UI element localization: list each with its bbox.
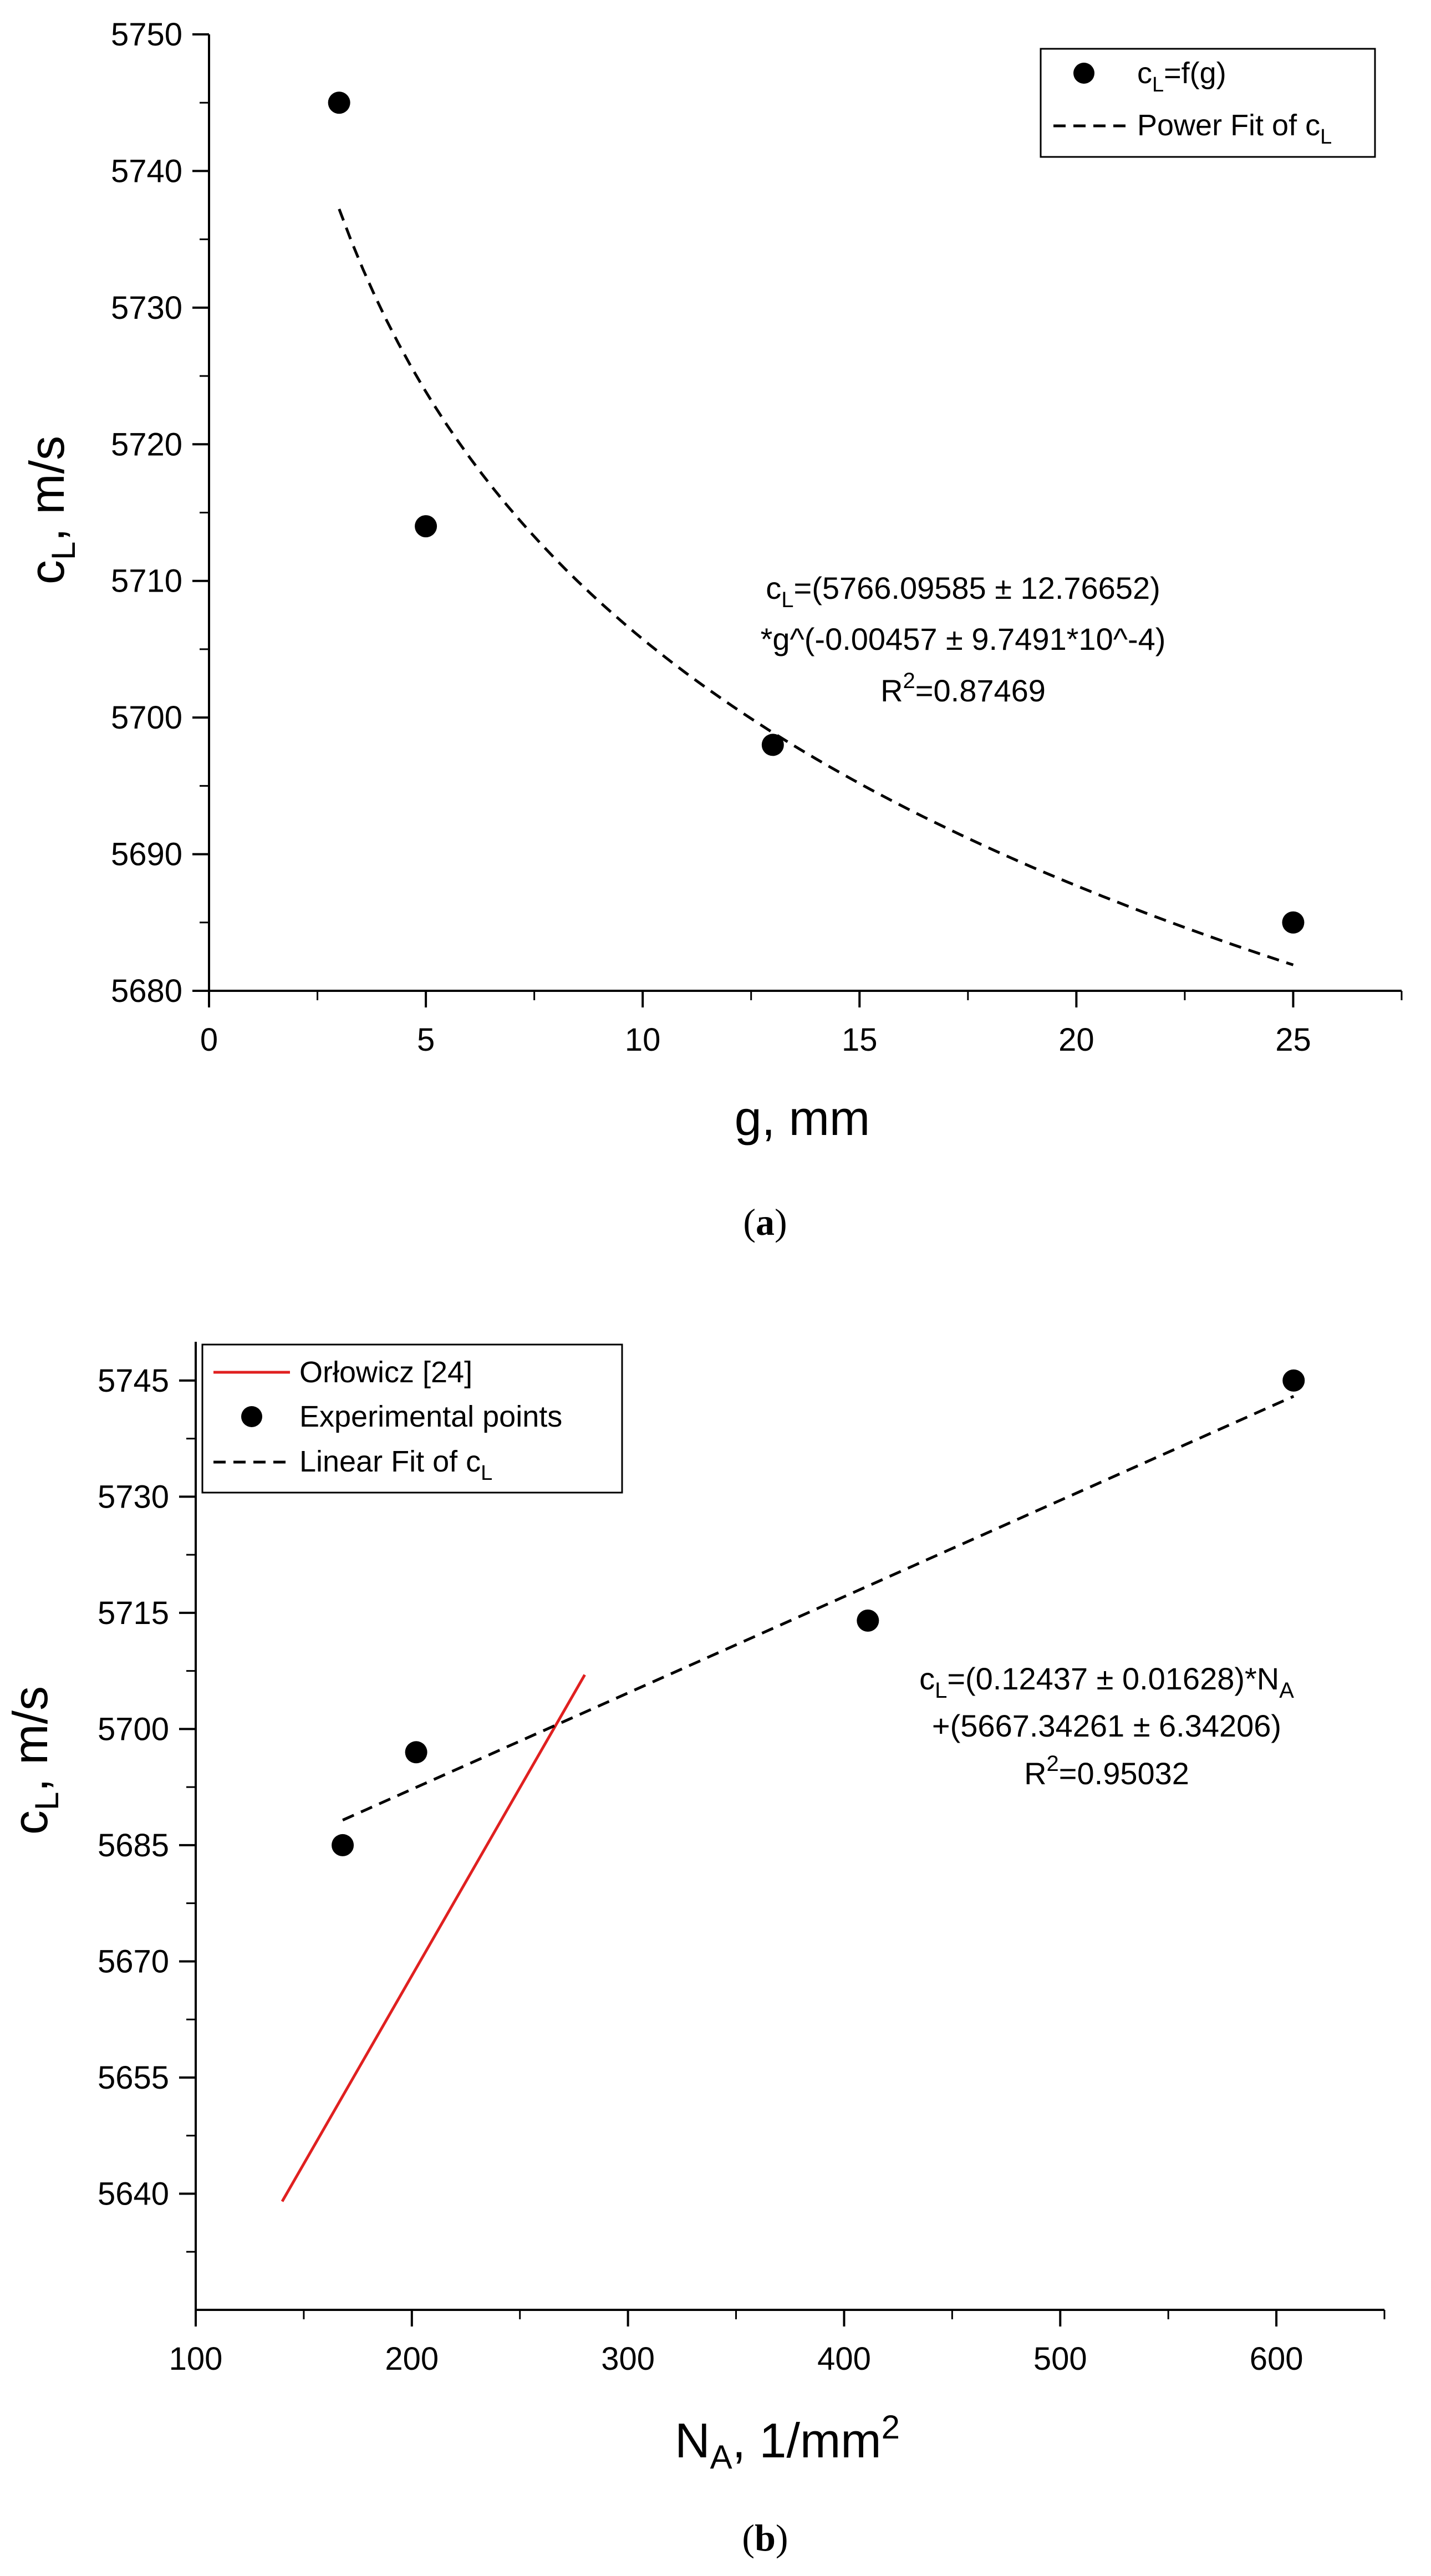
svg-text:cL=(5766.09585 ± 12.76652): cL=(5766.09585 ± 12.76652) — [766, 571, 1160, 612]
a-y-tick-label: 5690 — [111, 837, 182, 873]
chart-a-y-axis-label: cL, m/s — [19, 436, 82, 584]
b-x-tick-label: 600 — [1250, 2341, 1303, 2377]
a-data-point — [1282, 911, 1305, 934]
a-x-tick-label: 5 — [417, 1022, 435, 1058]
chart-b-x-axis-label: NA, 1/mm2 — [675, 2409, 900, 2476]
chart-b-legend-label-3: Linear Fit of cL — [299, 1445, 492, 1485]
a-x-tick-label: 15 — [842, 1022, 878, 1058]
svg-text:*g^(-0.00457 ± 9.7491*10^-4): *g^(-0.00457 ± 9.7491*10^-4) — [761, 622, 1166, 656]
b-data-point — [1282, 1369, 1305, 1392]
b-y-tick-label: 5730 — [98, 1479, 169, 1515]
chart-a-legend: cL=f(g) Power Fit of cL — [1040, 48, 1376, 158]
b-x-tick-label: 200 — [385, 2341, 439, 2377]
chart-b-fit — [342, 1395, 1295, 1821]
chart-a-fit — [338, 208, 1294, 966]
a-y-tick-label: 5730 — [111, 290, 182, 326]
chart-b-y-axis-label: cL, m/s — [3, 1686, 65, 1835]
svg-text:R2=0.87469: R2=0.87469 — [880, 669, 1046, 708]
b-x-tick-label: 400 — [817, 2341, 871, 2377]
b-y-tick-label: 5640 — [98, 2176, 169, 2212]
chart-a-legend-marker — [1073, 63, 1094, 84]
chart-a-x-axis-label: g, mm — [735, 1091, 870, 1146]
b-x-tick-label: 100 — [169, 2341, 223, 2377]
chart-b-reference-line — [281, 1674, 586, 2202]
b-reference-line-segment — [281, 1674, 586, 2202]
a-y-tick-label: 5740 — [111, 153, 182, 189]
chart-a-legend-label-1: cL=f(g) — [1137, 57, 1226, 96]
a-y-tick-label: 5710 — [111, 563, 182, 599]
chart-b-caption: (b) — [742, 2517, 788, 2559]
chart-b-axes — [195, 1342, 1384, 2311]
b-data-point — [332, 1834, 354, 1856]
a-x-tick-label: 0 — [200, 1022, 218, 1058]
b-y-tick-label: 5655 — [98, 2060, 169, 2096]
a-data-point — [415, 515, 437, 538]
chart-b-legend-label-1: Orłowicz [24] — [299, 1356, 472, 1389]
chart-a-ticks: 0 5 10 15 20 25 5680 5690 5700 5710 5720 5730 5740 57… — [111, 17, 1403, 1058]
b-fit-line — [342, 1395, 1295, 1821]
a-x-tick-label: 25 — [1275, 1022, 1311, 1058]
chart-b-legend-label-2: Experimental points — [299, 1400, 562, 1433]
svg-text:cL=(0.12437 ± 0.01628)*NA: cL=(0.12437 ± 0.01628)*NA — [919, 1661, 1294, 1703]
b-x-tick-label: 300 — [601, 2341, 655, 2377]
svg-text:R2=0.95032: R2=0.95032 — [1024, 1752, 1189, 1791]
chart-b: 100 200 300 400 500 600 5640 5655 5670 5685 5700 57… — [3, 1342, 1386, 2559]
a-y-tick-label: 5700 — [111, 700, 182, 736]
a-x-tick-label: 10 — [625, 1022, 661, 1058]
b-y-tick-label: 5715 — [98, 1595, 169, 1631]
chart-b-points — [332, 1369, 1305, 1856]
chart-a-caption: (a) — [743, 1201, 787, 1243]
a-data-point — [761, 734, 784, 756]
a-y-tick-label: 5680 — [111, 973, 182, 1009]
chart-a-axes — [208, 34, 1402, 992]
chart-a-fit-annotation: cL=(5766.09585 ± 12.76652) *g^(-0.00457 … — [761, 571, 1166, 708]
b-x-tick-label: 500 — [1033, 2341, 1087, 2377]
a-fit-line — [338, 208, 1294, 966]
chart-b-ticks: 100 200 300 400 500 600 5640 5655 5670 5685 5700 57… — [98, 1363, 1386, 2377]
chart-b-fit-annotation: cL=(0.12437 ± 0.01628)*NA +(5667.34261 ±… — [919, 1661, 1294, 1791]
a-x-tick-label: 20 — [1058, 1022, 1094, 1058]
chart-a: 0 5 10 15 20 25 5680 5690 5700 5710 5720 5730 5740 57… — [19, 17, 1403, 1243]
a-y-tick-label: 5750 — [111, 17, 182, 53]
chart-a-legend-label-2: Power Fit of cL — [1137, 109, 1332, 149]
b-y-tick-label: 5700 — [98, 1711, 169, 1747]
b-y-tick-label: 5670 — [98, 1943, 169, 1979]
b-data-point — [405, 1741, 427, 1764]
b-y-tick-label: 5745 — [98, 1363, 169, 1399]
chart-a-points — [328, 91, 1305, 934]
chart-b-legend: Orłowicz [24] Experimental points Linear… — [201, 1343, 623, 1494]
chart-b-legend-marker — [241, 1406, 262, 1427]
a-data-point — [328, 91, 350, 114]
a-y-tick-label: 5720 — [111, 426, 182, 462]
svg-text:+(5667.34261 ± 6.34206): +(5667.34261 ± 6.34206) — [932, 1708, 1281, 1743]
b-y-tick-label: 5685 — [98, 1827, 169, 1864]
b-data-point — [857, 1609, 879, 1632]
